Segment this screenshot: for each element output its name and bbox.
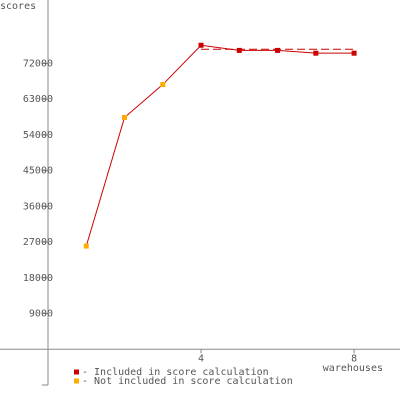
legend-swatch — [74, 369, 79, 375]
legend-swatch — [74, 378, 79, 384]
point — [236, 47, 242, 53]
legend-label: - Included in score calculation — [82, 367, 269, 378]
x-tick-label: 4 — [198, 353, 204, 364]
legend-label: - Not included in score calculation — [82, 376, 293, 387]
x-tick-label: 8 — [351, 353, 357, 364]
point — [122, 114, 128, 120]
point — [160, 82, 166, 88]
y-tick-label: 54000 — [23, 130, 53, 141]
y-tick-label: 45000 — [23, 166, 53, 177]
y-tick-label: 18000 — [23, 273, 53, 284]
y-tick-label: 36000 — [23, 201, 53, 212]
point — [83, 243, 89, 249]
y-tick-label: 27000 — [23, 237, 53, 248]
y-tick-label: 72000 — [23, 59, 53, 70]
data-line — [85, 44, 355, 247]
point — [275, 47, 281, 53]
point — [198, 42, 204, 48]
point — [313, 50, 319, 56]
point — [351, 50, 357, 56]
y-tick-label: 63000 — [23, 94, 53, 105]
x-axis-label: warehouses — [323, 363, 383, 374]
y-tick-label: 9000 — [29, 309, 53, 320]
y-axis-label: scores — [0, 1, 36, 12]
